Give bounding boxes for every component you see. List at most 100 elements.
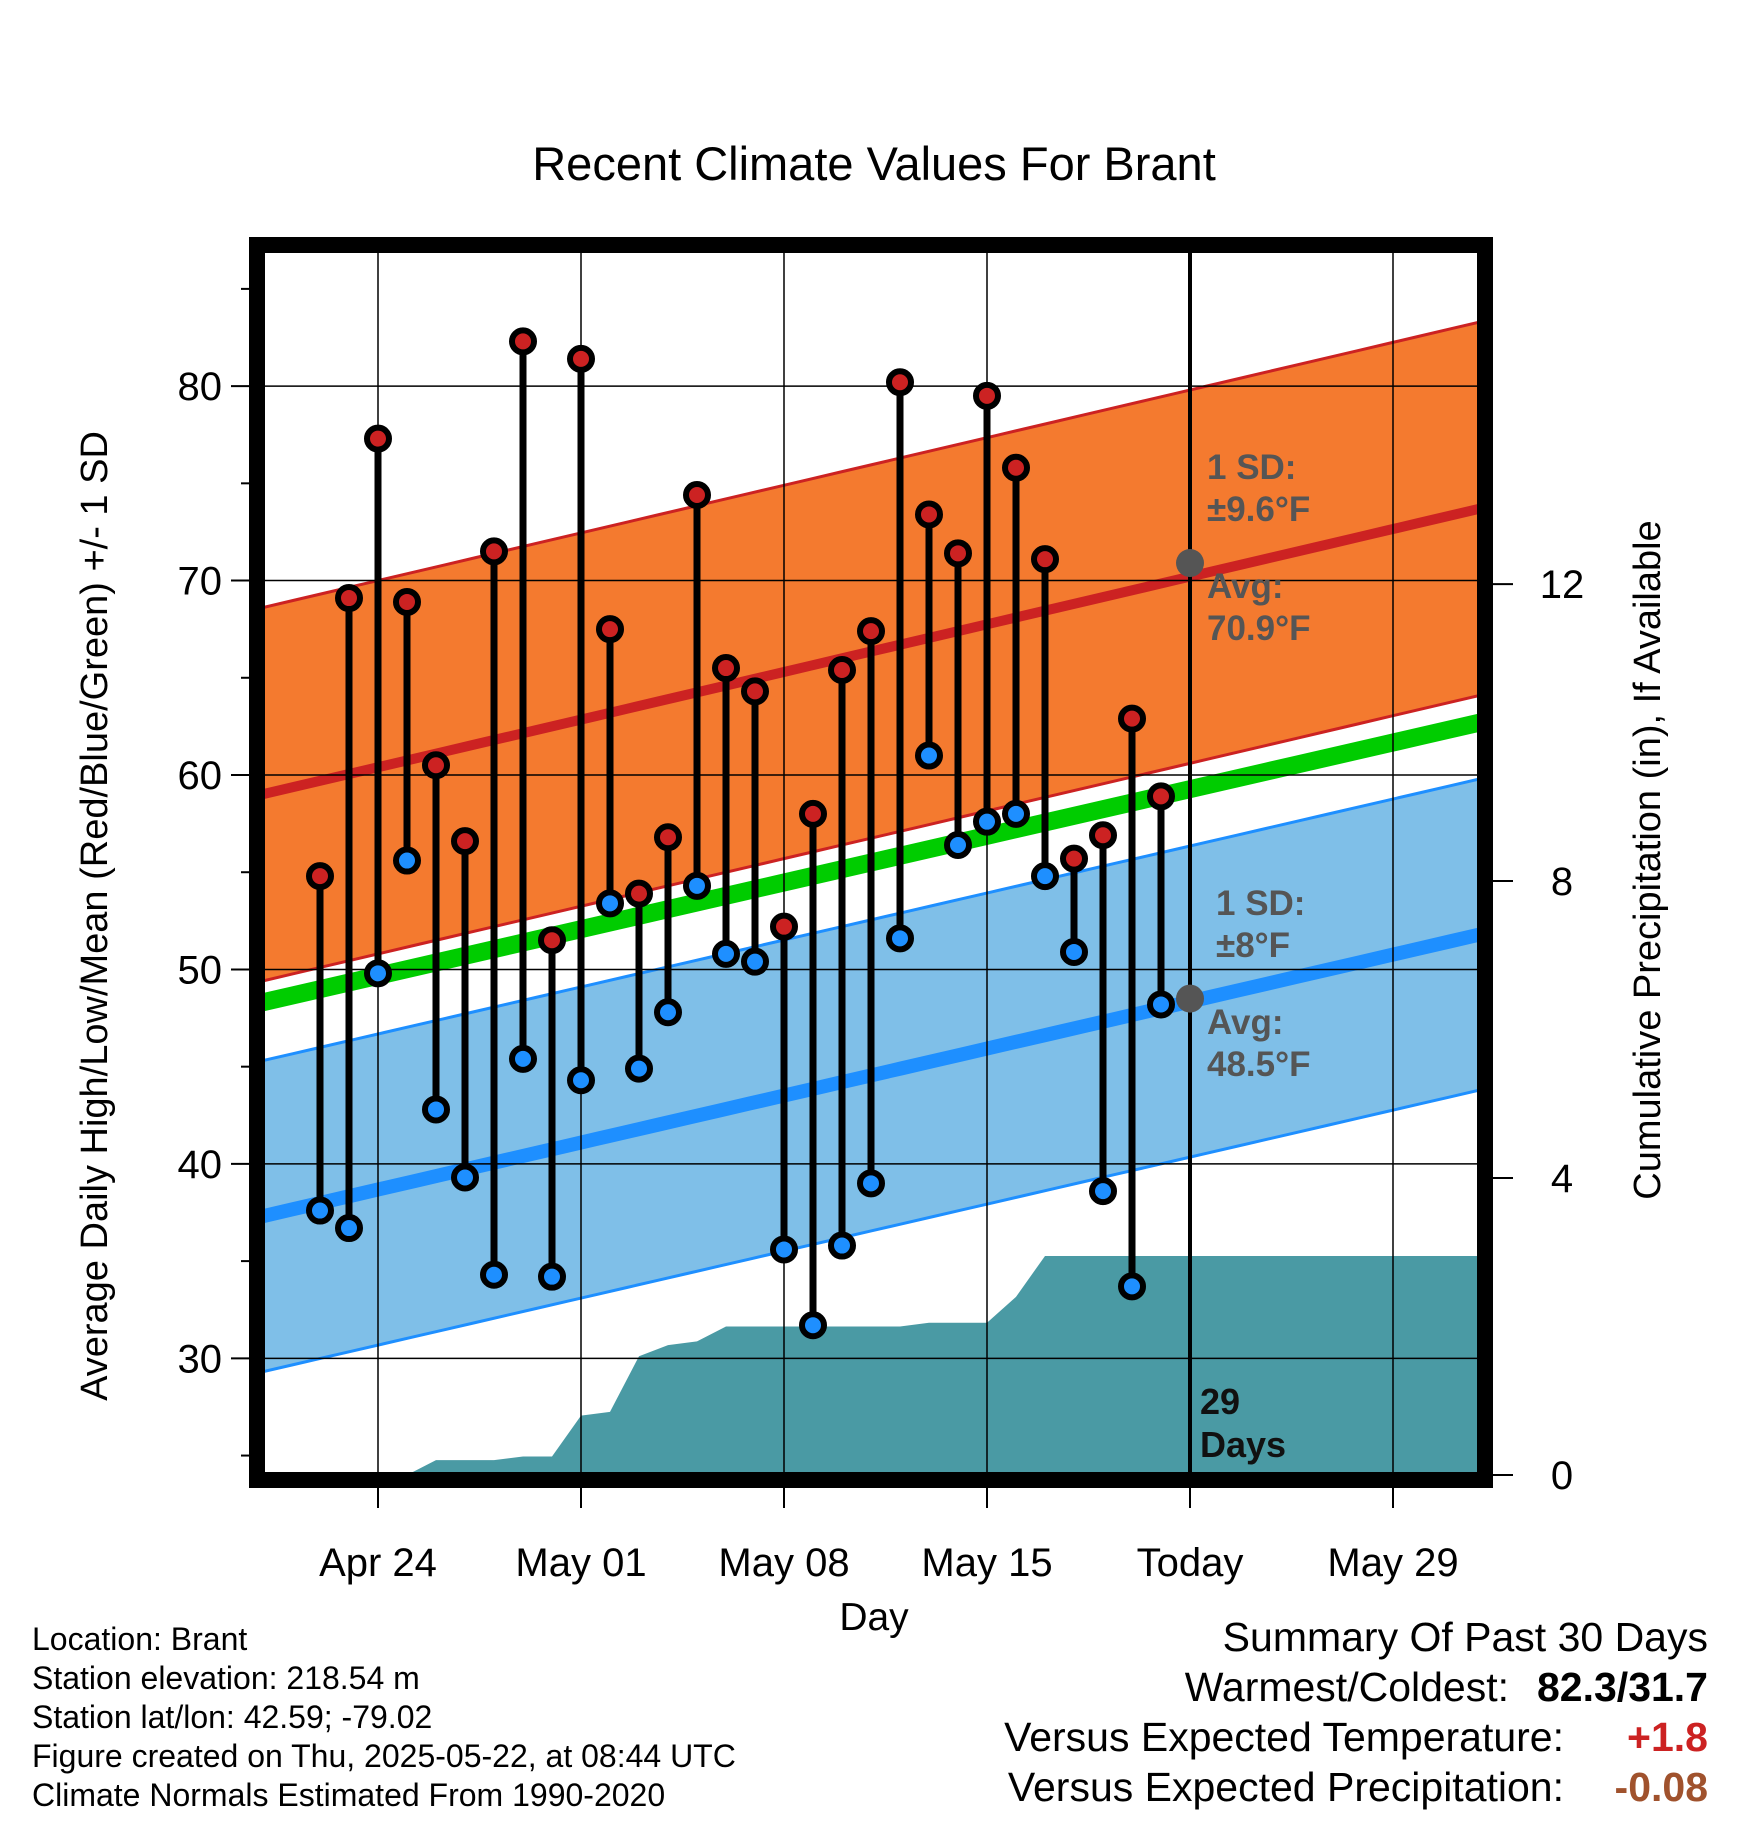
x-tick-label: Today	[1137, 1541, 1244, 1585]
low-avg-today-marker	[1176, 984, 1204, 1013]
low-temp-point	[451, 1163, 479, 1192]
warm-cold-row: Warmest/Coldest: 82.3/31.7	[1004, 1662, 1708, 1712]
low-temp-point	[422, 1095, 450, 1124]
high-temp-point	[741, 677, 769, 706]
y2-tick-label: 0	[1551, 1454, 1573, 1498]
summary-panel: Summary Of Past 30 Days Warmest/Coldest:…	[1004, 1612, 1708, 1812]
low-temp-point	[480, 1260, 508, 1289]
low-temp-point	[654, 998, 682, 1027]
low-sd-label-line: ±8°F	[1216, 926, 1290, 965]
low-temp-point	[857, 1169, 885, 1198]
plot-frame	[249, 237, 1493, 1488]
high-temp-point	[596, 615, 624, 644]
high-sd-label-line: ±9.6°F	[1207, 490, 1310, 529]
low-temp-point	[886, 924, 914, 953]
high-temp-point	[1031, 545, 1059, 574]
low-temp-point	[1118, 1272, 1146, 1301]
y-tick-label: 70	[178, 560, 223, 604]
low-temp-point	[393, 846, 421, 875]
x-tick-label: May 01	[515, 1541, 646, 1585]
created-text: Figure created on Thu, 2025-05-22, at 08…	[32, 1738, 736, 1774]
low-temp-point	[509, 1044, 537, 1073]
high-temp-point	[625, 879, 653, 908]
low-temp-point	[799, 1311, 827, 1340]
high-avg-label-line: Avg:	[1207, 567, 1283, 606]
high-temp-point	[567, 344, 595, 373]
high-temp-point	[1118, 704, 1146, 733]
high-temp-point	[335, 584, 363, 613]
precip-label: Versus Expected Precipitation:	[1007, 1764, 1564, 1810]
high-temp-point	[857, 617, 885, 646]
y-tick-label: 40	[178, 1143, 223, 1187]
y-tick-label: 50	[178, 948, 223, 992]
high-sd-label-line: 1 SD:	[1207, 448, 1296, 487]
y2-axis-label: Cumulative Precipitation (in), If Availa…	[1627, 520, 1669, 1199]
latlon-text: Station lat/lon: 42.59; -79.02	[32, 1699, 433, 1735]
x-tick-label: May 15	[921, 1541, 1052, 1585]
station-info: Location: Brant Station elevation: 218.5…	[32, 1620, 736, 1815]
temp-label: Versus Expected Temperature:	[1004, 1714, 1564, 1760]
y-tick-label: 60	[178, 754, 223, 798]
chart-title: Recent Climate Values For Brant	[532, 137, 1216, 190]
y-axis-label: Average Daily High/Low/Mean (Red/Blue/Gr…	[74, 431, 116, 1401]
normals-text: Climate Normals Estimated From 1990-2020	[32, 1777, 666, 1813]
low-temp-point	[712, 939, 740, 968]
low-temp-point	[625, 1054, 653, 1083]
low-temp-point	[973, 807, 1001, 836]
low-temp-point	[683, 871, 711, 900]
high-temp-point	[944, 539, 972, 568]
high-temp-point	[828, 656, 856, 684]
y-tick-label: 30	[178, 1337, 223, 1381]
low-temp-point	[538, 1262, 566, 1291]
y2-tick-label: 4	[1551, 1157, 1573, 1201]
y-tick-label: 80	[178, 365, 223, 409]
location-text: Location: Brant	[32, 1621, 248, 1657]
precip-area	[378, 1255, 1480, 1475]
days-label-line: Days	[1200, 1424, 1286, 1465]
x-tick-label: May 08	[718, 1541, 849, 1585]
low-temp-point	[335, 1214, 363, 1243]
high-avg-label-line: 70.9°F	[1207, 609, 1311, 648]
low-temp-point	[1060, 937, 1088, 966]
warm-cold-value: 82.3/31.7	[1537, 1664, 1708, 1710]
low-sd-band-lower-edge	[262, 1088, 1480, 1374]
high-avg-today-marker	[1176, 549, 1204, 578]
y2-tick-label: 8	[1551, 860, 1573, 904]
high-temp-point	[364, 424, 392, 453]
high-temp-point	[480, 537, 508, 566]
low-temp-point	[944, 831, 972, 859]
low-temp-point	[1002, 799, 1030, 828]
days-label-line: 29	[1200, 1381, 1240, 1422]
low-temp-point	[567, 1066, 595, 1095]
high-temp-point	[451, 827, 479, 856]
low-temp-point	[1147, 990, 1175, 1019]
high-temp-point	[886, 368, 914, 397]
high-temp-point	[799, 799, 827, 828]
high-temp-point	[538, 926, 566, 955]
temp-row: Versus Expected Temperature: +1.8	[1004, 1712, 1708, 1762]
low-temp-point	[1089, 1177, 1117, 1206]
high-temp-point	[509, 327, 537, 356]
high-temp-point	[683, 481, 711, 509]
high-temp-point	[654, 823, 682, 852]
low-temp-point	[915, 741, 943, 770]
high-temp-point	[393, 587, 421, 616]
high-temp-point	[770, 912, 798, 941]
x-axis-label: Day	[839, 1596, 909, 1639]
high-temp-point	[306, 862, 334, 891]
summary-title: Summary Of Past 30 Days	[1222, 1614, 1708, 1660]
x-tick-label: May 29	[1327, 1541, 1458, 1585]
precip-row: Versus Expected Precipitation: -0.08	[1004, 1762, 1708, 1812]
low-temp-point	[741, 947, 769, 976]
low-avg-label-line: 48.5°F	[1207, 1045, 1311, 1084]
high-temp-point	[915, 500, 943, 529]
y2-tick-label: 12	[1540, 563, 1585, 607]
low-temp-point	[596, 889, 624, 918]
temp-value: +1.8	[1627, 1714, 1708, 1760]
elevation-text: Station elevation: 218.54 m	[32, 1660, 420, 1696]
low-sd-label-line: 1 SD:	[1216, 884, 1305, 923]
low-temp-point	[770, 1235, 798, 1264]
x-tick-label: Apr 24	[319, 1541, 437, 1585]
high-temp-point	[422, 751, 450, 780]
